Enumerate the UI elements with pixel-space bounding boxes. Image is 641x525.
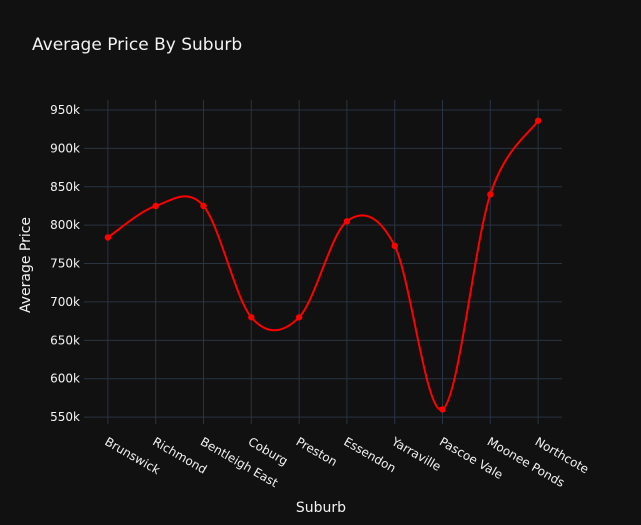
data-point[interactable] [391,242,398,250]
data-point[interactable] [248,314,255,321]
y-tick-label: 550k [50,410,80,424]
data-point[interactable] [534,117,542,124]
x-gridlines [107,100,539,424]
data-point[interactable] [152,202,159,210]
y-tick-label: 750k [50,257,80,271]
data-point[interactable] [343,218,351,225]
y-tick-label: 800k [50,218,80,232]
data-point[interactable] [295,314,303,321]
y-tick-labels: 550k 600k 650k 700k 750k 800k 850k 900k 950k [50,103,80,424]
y-axis-title: Average Price [18,217,34,313]
x-axis-title: Suburb [296,500,346,516]
y-tick-label: 600k [50,372,80,386]
chart-title: Average Price By Suburb [32,35,242,55]
data-point[interactable] [439,406,446,413]
x-tick-label: Yarraville [388,434,443,474]
y-tick-label: 700k [50,295,80,309]
data-point[interactable] [487,191,494,198]
y-gridlines [84,109,562,418]
data-point[interactable] [104,234,112,241]
y-tick-label: 850k [50,180,80,194]
series-layer [104,117,542,413]
data-point[interactable] [200,202,207,210]
y-tick-label: 900k [50,141,80,155]
y-tick-label: 650k [50,333,80,347]
series-line [107,120,539,411]
y-tick-label: 950k [50,103,80,117]
x-tick-label: Preston [294,434,340,469]
x-tick-label: Essendon [341,434,398,475]
